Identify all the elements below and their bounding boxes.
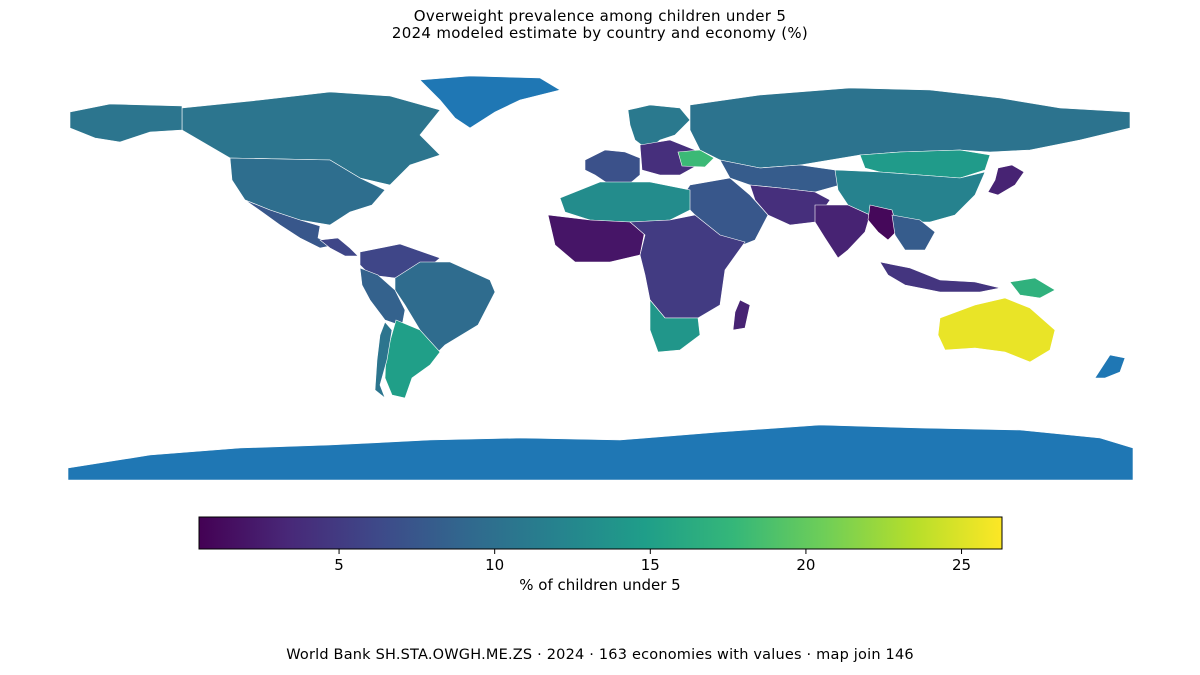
world-choropleth-map [67,75,1134,481]
region-papua-new-guinea [1009,277,1056,299]
region-scandinavia [627,104,691,151]
region-greenland [419,75,561,129]
region-north-africa [559,181,691,223]
colorbar-label: % of children under 5 [519,576,680,594]
region-mongolia-north-china [859,149,991,179]
map-title: Overweight prevalence among children und… [413,7,787,25]
region-central-east-africa [629,214,746,319]
region-ukraine [677,149,715,168]
region-indonesia [879,261,1001,293]
colorbar-tick-label: 15 [641,556,660,574]
colorbar-tick-label: 10 [485,556,504,574]
region-united-states-of-america [229,157,386,226]
colorbar-tick-label: 5 [334,556,344,574]
region-new-zealand [1094,354,1126,379]
region-central-america [319,237,359,257]
region-argentina [384,319,441,399]
colorbar-tick-label: 25 [952,556,971,574]
region-antarctica [67,424,1134,481]
region-australia [937,297,1056,363]
colorbar-gradient [198,516,1003,550]
region-japan [987,164,1025,196]
region-chile [374,321,393,399]
region-southeast-asia [891,214,936,251]
colorbar-tick-label: 20 [796,556,815,574]
region-western-europe [584,149,641,186]
source-note: World Bank SH.STA.OWGH.ME.ZS · 2024 · 16… [286,647,914,663]
map-subtitle: 2024 modeled estimate by country and eco… [391,24,809,42]
region-alaska [69,103,183,143]
region-brazil [394,261,496,361]
country-shapes [67,75,1134,481]
colorbar-ticks: 5 10 15 20 25 [334,549,971,574]
region-madagascar [732,299,751,331]
region-myanmar [867,204,899,241]
region-india [814,204,871,259]
colorbar: 5 10 15 20 25 % of children under 5 [198,516,1003,594]
region-southern-africa [649,299,701,353]
region-kazakhstan-central-asia [719,159,841,193]
